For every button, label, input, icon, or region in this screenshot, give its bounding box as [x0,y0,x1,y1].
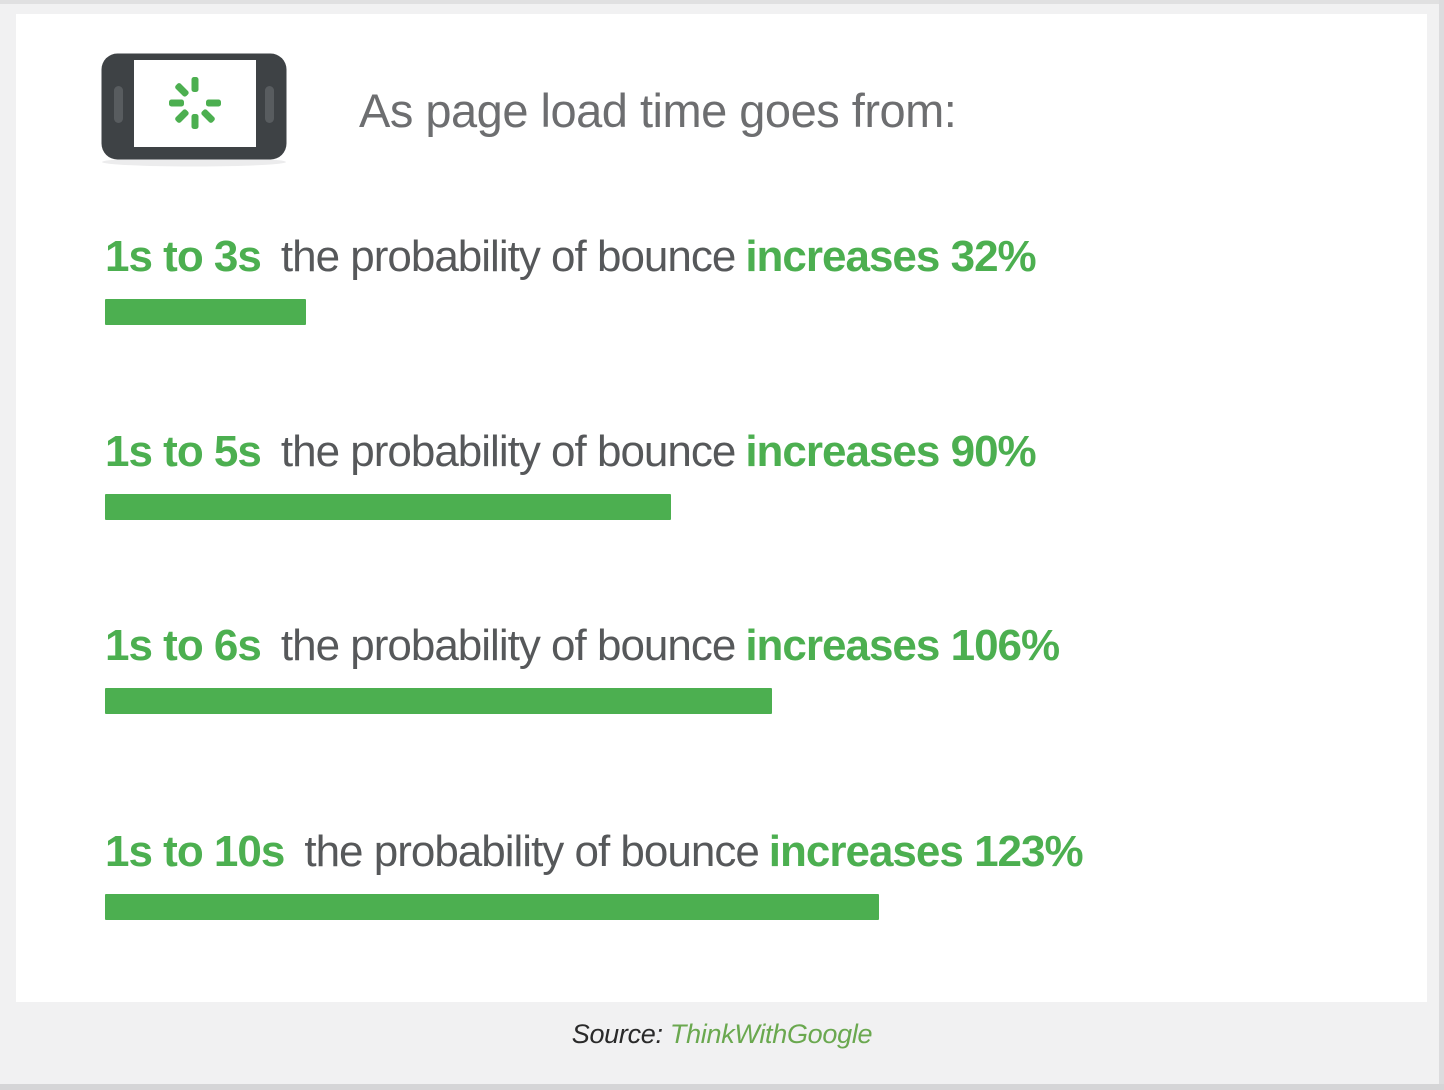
source-link[interactable]: ThinkWithGoogle [669,1019,873,1049]
screen-edge-right [1439,0,1444,1090]
source-line: Source: ThinkWithGoogle [0,1019,1444,1050]
row-text: 1s to 3s the probability of bounce increas… [105,231,1037,283]
load-time-range: 1s to 5s [105,427,262,476]
load-time-range: 1s to 10s [105,827,285,876]
bounce-bar [105,299,306,325]
bounce-row-4: 1s to 10s the probability of bounce increa… [105,826,1084,920]
row-text: 1s to 5s the probability of bounce increas… [105,426,1037,478]
row-description: the probability of bounce [280,232,736,281]
phone-shadow [102,157,286,167]
screen-edge-top [0,0,1444,4]
row-description: the probability of bounce [280,427,736,476]
loading-spinner-icon [169,77,221,129]
bounce-row-2: 1s to 5s the probability of bounce increas… [105,426,1037,520]
source-label: Source: [571,1019,663,1049]
load-time-range: 1s to 6s [105,621,262,670]
bounce-increase-value: increases 32% [745,232,1036,281]
load-time-range: 1s to 3s [105,232,262,281]
bounce-increase-value: increases 123% [768,827,1084,876]
row-description: the probability of bounce [304,827,759,876]
row-text: 1s to 6s the probability of bounce increas… [105,620,1060,672]
bounce-increase-value: increases 106% [745,621,1060,670]
row-text: 1s to 10s the probability of bounce increa… [105,826,1084,878]
bounce-row-1: 1s to 3s the probability of bounce increas… [105,231,1037,325]
page-title: As page load time goes from: [359,84,957,137]
bounce-increase-value: increases 90% [745,427,1036,476]
bounce-bar [105,688,772,714]
bounce-row-3: 1s to 6s the probability of bounce increas… [105,620,1060,714]
infographic-card: As page load time goes from: 1s to 3s the… [16,14,1427,1002]
bounce-bar [105,894,879,920]
screen-edge-bottom [0,1084,1444,1090]
bounce-bar [105,494,671,520]
header: As page load time goes from: [101,53,957,168]
row-description: the probability of bounce [280,621,736,670]
phone-loading-icon [101,53,287,167]
